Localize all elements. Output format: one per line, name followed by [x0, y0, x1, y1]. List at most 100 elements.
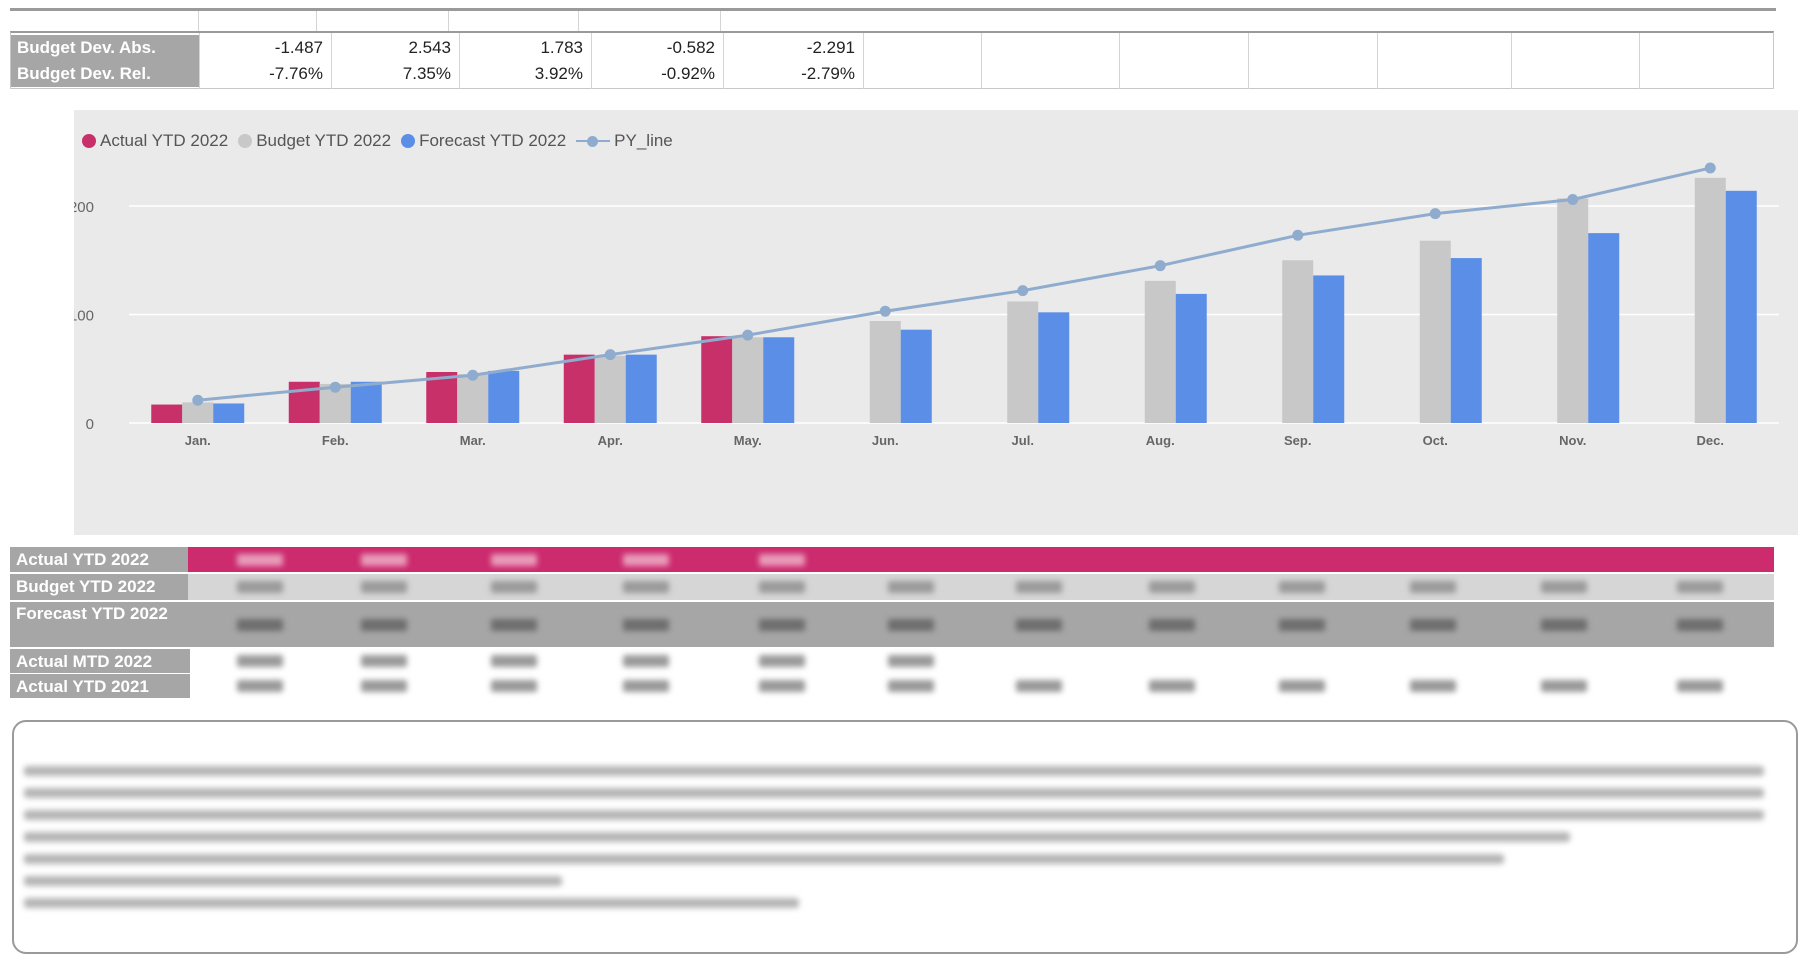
redacted-value	[237, 553, 283, 566]
cell-may: -2.291	[806, 38, 855, 57]
redacted-value	[1410, 581, 1456, 593]
redacted-text-line	[24, 810, 1764, 820]
legend-label: PY_line	[614, 131, 673, 150]
bar-budget-ytd-2022	[1144, 280, 1176, 423]
values-row-label: Actual YTD 2021	[10, 674, 190, 698]
redacted-value	[888, 655, 934, 667]
py-line-point	[1154, 260, 1166, 272]
bar-actual-ytd-2022	[426, 372, 458, 423]
x-tick-label: Jul.	[1012, 433, 1034, 448]
redacted-value	[361, 680, 407, 692]
bar-budget-ytd-2022	[732, 337, 764, 423]
bar-forecast-ytd-2022	[213, 403, 245, 423]
py-line-point	[742, 329, 754, 341]
circle-icon	[401, 134, 416, 148]
redacted-text-line	[24, 766, 1764, 776]
redacted-value	[1149, 581, 1195, 593]
y-tick-label: 0	[86, 416, 94, 433]
values-row-label: Actual MTD 2022	[10, 649, 190, 673]
col-divider	[448, 11, 449, 31]
redacted-value	[491, 680, 537, 692]
bar-budget-ytd-2022	[457, 374, 489, 423]
x-tick-label: Aug.	[1146, 433, 1175, 448]
values-row-band	[188, 574, 1774, 600]
x-tick-label: Jan.	[185, 433, 211, 448]
x-tick-label: Jun.	[872, 433, 899, 448]
values-row-label: Forecast YTD 2022	[10, 602, 190, 647]
circle-icon	[82, 134, 96, 148]
col-divider	[578, 11, 579, 31]
row-label: Budget Dev. Rel.	[11, 61, 199, 87]
redacted-value	[623, 581, 669, 593]
redacted-value	[888, 618, 934, 631]
legend-item-forecast[interactable]: Forecast YTD 2022	[401, 131, 566, 151]
bar-budget-ytd-2022	[182, 402, 214, 423]
legend-item-actual[interactable]: Actual YTD 2022	[82, 131, 228, 151]
budget-deviation-table: Budget Dev. Abs. -1.487 2.543 1.783 -0.5…	[10, 31, 1774, 89]
redacted-value	[1149, 618, 1195, 631]
legend-label: Forecast YTD 2022	[419, 131, 567, 150]
cell-jan: -7.76%	[269, 64, 323, 83]
y-tick-label: 100	[74, 308, 94, 325]
redacted-value	[759, 581, 805, 593]
redacted-value	[759, 618, 805, 631]
row-label: Budget Dev. Abs.	[11, 35, 199, 61]
redacted-value	[1149, 680, 1195, 692]
legend-item-py-line[interactable]: PY_line	[576, 131, 673, 151]
py-line-point	[1292, 229, 1304, 241]
bar-actual-ytd-2022	[701, 336, 733, 423]
redacted-value	[759, 680, 805, 692]
x-tick-label: May.	[734, 433, 762, 448]
bar-forecast-ytd-2022	[1450, 258, 1482, 423]
cell-apr: -0.582	[666, 38, 715, 57]
x-tick-label: Sep.	[1284, 433, 1311, 448]
redacted-value	[1677, 680, 1723, 692]
redacted-value	[1541, 680, 1587, 692]
bar-budget-ytd-2022	[1282, 260, 1314, 423]
x-tick-label: Oct.	[1423, 433, 1448, 448]
cell-mar: 3.92%	[534, 64, 583, 83]
redacted-value	[237, 655, 283, 667]
redacted-text-line	[24, 788, 1764, 798]
x-tick-label: Nov.	[1559, 433, 1586, 448]
redacted-value	[491, 655, 537, 667]
redacted-value	[888, 680, 934, 692]
legend-item-budget[interactable]: Budget YTD 2022	[238, 131, 391, 151]
cell-mar: 1.783	[540, 38, 583, 57]
redacted-value	[361, 655, 407, 667]
line-marker-icon	[576, 134, 611, 148]
budget-dev-abs-row: Budget Dev. Abs. -1.487 2.543 1.783 -0.5…	[11, 35, 1773, 61]
legend-label: Actual YTD 2022	[100, 131, 229, 150]
top-separator	[10, 8, 1776, 11]
bar-budget-ytd-2022	[1007, 301, 1039, 423]
redacted-text-line	[24, 854, 1504, 864]
redacted-value	[759, 655, 805, 667]
bar-forecast-ytd-2022	[763, 337, 795, 423]
bar-forecast-ytd-2022	[1313, 275, 1345, 423]
bar-forecast-ytd-2022	[1175, 293, 1207, 423]
bar-forecast-ytd-2022	[900, 329, 932, 423]
redacted-text-line	[24, 832, 1570, 842]
bar-actual-ytd-2022	[563, 354, 595, 423]
redacted-value	[1016, 680, 1062, 692]
redacted-value	[888, 581, 934, 593]
x-tick-label: Mar.	[460, 433, 486, 448]
bar-budget-ytd-2022	[1694, 177, 1726, 423]
x-tick-label: Dec.	[1697, 433, 1724, 448]
redacted-value	[759, 553, 805, 566]
budget-dev-rel-row: Budget Dev. Rel. -7.76% 7.35% 3.92% -0.9…	[11, 61, 1773, 87]
bar-forecast-ytd-2022	[625, 354, 657, 423]
py-line-point	[1704, 162, 1716, 174]
py-line-point	[467, 369, 479, 381]
cell-may: -2.79%	[801, 64, 855, 83]
ytd-chart: Actual YTD 2022 Budget YTD 2022 Forecast…	[74, 110, 1798, 535]
redacted-value	[491, 581, 537, 593]
redacted-value	[361, 553, 407, 566]
redacted-text-line	[24, 876, 562, 886]
legend-label: Budget YTD 2022	[256, 131, 392, 150]
bar-actual-ytd-2022	[151, 404, 183, 423]
x-tick-label: Apr.	[598, 433, 623, 448]
redacted-value	[1677, 581, 1723, 593]
chart-legend: Actual YTD 2022 Budget YTD 2022 Forecast…	[82, 130, 683, 152]
redacted-value	[1677, 618, 1723, 631]
